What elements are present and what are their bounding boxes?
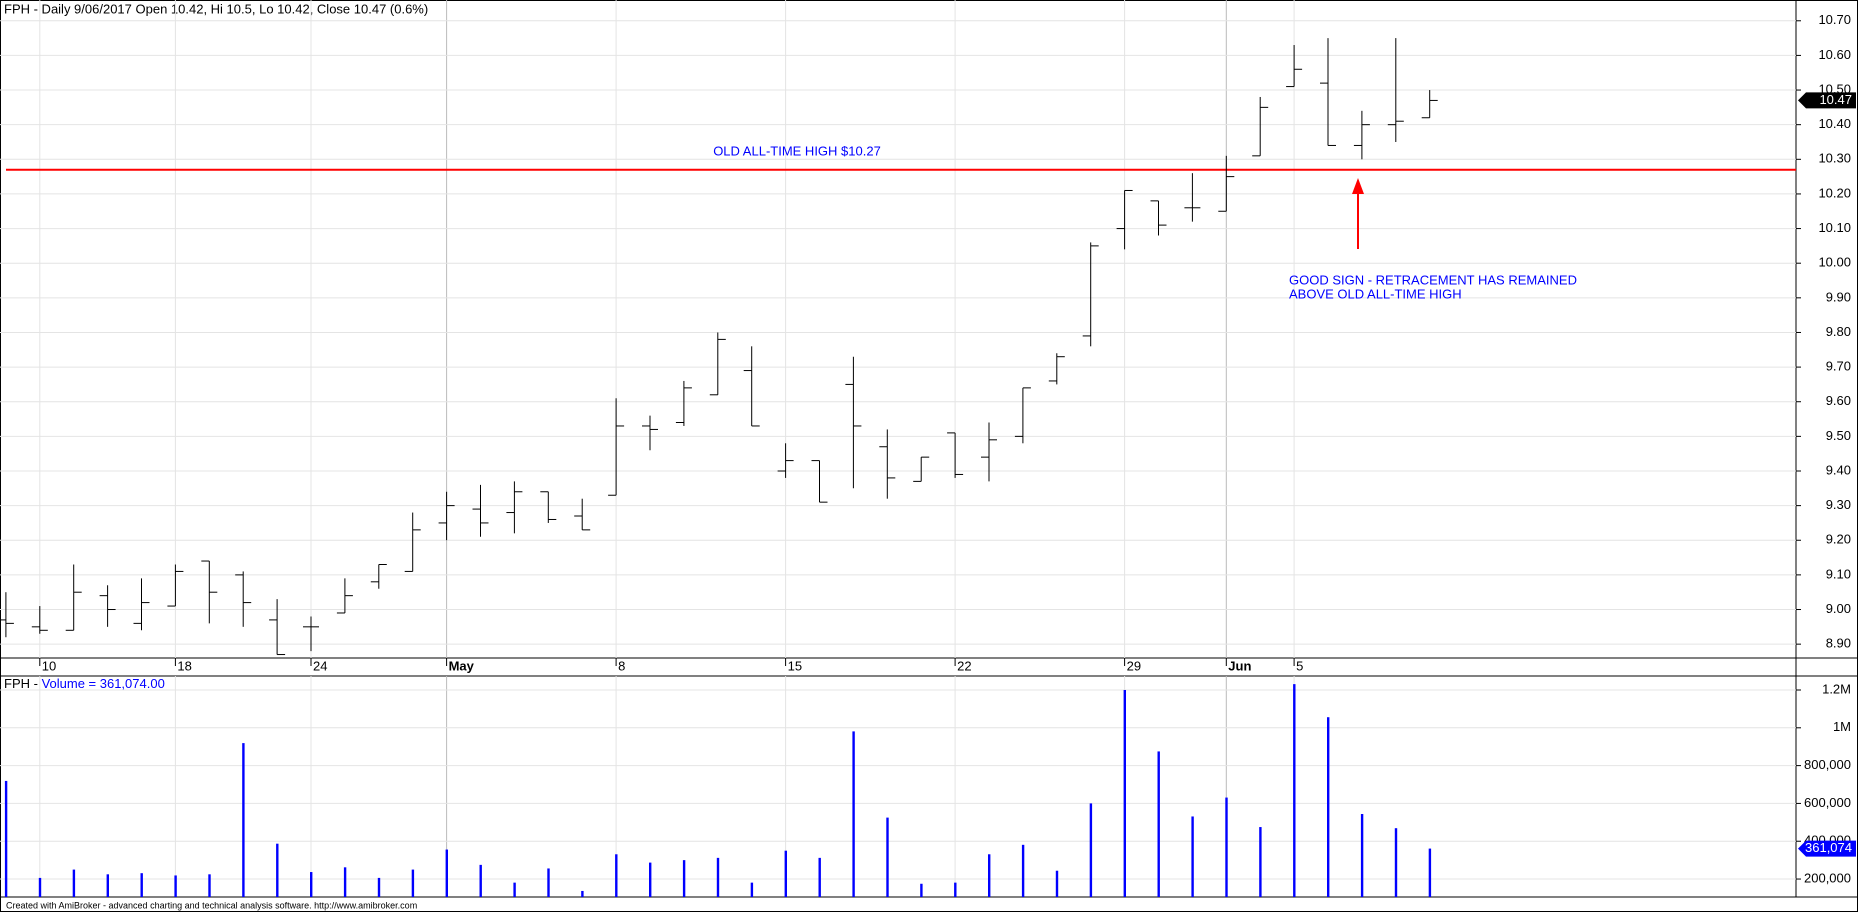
annotation-arrowhead (1352, 178, 1364, 194)
y-tick-label: 9.40 (1826, 462, 1851, 477)
y-tick-label: 10.40 (1818, 116, 1851, 131)
y-tick-label: 9.20 (1826, 532, 1851, 547)
y-tick-label: 9.90 (1826, 289, 1851, 304)
volume-bar (1055, 870, 1059, 897)
x-tick-label: 15 (788, 658, 802, 673)
volume-bar (750, 882, 754, 897)
y-tick-label: 800,000 (1804, 757, 1851, 772)
x-tick-label: Jun (1228, 658, 1251, 673)
footer: Created with AmiBroker - advanced charti… (6, 900, 417, 910)
y-tick-label: 10.30 (1818, 151, 1851, 166)
y-tick-label: 9.30 (1826, 497, 1851, 512)
volume-bar (72, 869, 76, 897)
x-tick-label: 24 (313, 658, 327, 673)
volume-bar (1157, 751, 1160, 897)
volume-bar (106, 874, 109, 897)
y-tick-label: 9.00 (1826, 601, 1851, 616)
price-title: FPH - Daily 9/06/2017 Open 10.42, Hi 10.… (4, 1, 428, 16)
y-tick-label: 9.80 (1826, 324, 1851, 339)
volume-bar (615, 854, 618, 897)
y-tick-label: 10.60 (1818, 47, 1851, 62)
volume-bar (1394, 828, 1398, 897)
volume-bar (242, 743, 245, 897)
volume-bar (547, 868, 550, 897)
volume-bar (1191, 816, 1194, 897)
volume-bar (174, 875, 177, 897)
y-tick-label: 8.90 (1826, 636, 1851, 651)
volume-bar (1089, 803, 1093, 897)
x-tick-label: 29 (1127, 658, 1141, 673)
volume-bar (852, 731, 855, 897)
volume-bar (682, 860, 686, 897)
volume-bar (1360, 814, 1364, 897)
volume-bar (784, 850, 787, 897)
volume-bar (276, 843, 279, 897)
y-tick-label: 10.10 (1818, 220, 1851, 235)
last-value-label: 361,074 (1805, 840, 1852, 855)
y-tick-label: 1M (1833, 719, 1851, 734)
annotation: OLD ALL-TIME HIGH $10.27 (713, 143, 881, 158)
y-tick-label: 9.10 (1826, 566, 1851, 581)
volume-bar (886, 817, 889, 897)
last-value-tag (1798, 840, 1856, 857)
volume-bar (377, 877, 381, 897)
volume-title-value: Volume = 361,074.00 (42, 676, 165, 691)
y-tick-label: 9.60 (1826, 393, 1851, 408)
volume-bar (1428, 848, 1432, 897)
volume-bar (954, 882, 957, 897)
y-tick-label: 9.50 (1826, 428, 1851, 443)
x-tick-label: 10 (42, 658, 56, 673)
volume-title-prefix: FPH - (4, 676, 42, 691)
x-tick-label: 5 (1296, 658, 1303, 673)
volume-bar (513, 882, 516, 897)
x-tick-label: 18 (177, 658, 191, 673)
volume-bar (479, 864, 482, 897)
y-tick-label: 10.20 (1818, 185, 1851, 200)
y-tick-label: 600,000 (1804, 795, 1851, 810)
volume-bar (1327, 717, 1330, 897)
volume-bar (581, 890, 584, 897)
volume-bar (988, 854, 991, 897)
volume-bar (310, 872, 313, 897)
volume-bar (38, 877, 42, 897)
y-tick-label: 9.70 (1826, 359, 1851, 374)
y-tick-label: 10.00 (1818, 255, 1851, 270)
volume-bar (920, 883, 923, 897)
x-tick-label: 8 (618, 658, 625, 673)
volume-title: FPH - Volume = 361,074.00 (4, 676, 165, 691)
volume-bar (1225, 797, 1228, 897)
volume-bar (343, 867, 347, 897)
volume-bar (818, 857, 821, 897)
volume-bar (649, 862, 652, 897)
volume-bar (411, 869, 415, 897)
volume-bar (1259, 827, 1262, 897)
y-tick-label: 1.2M (1822, 681, 1851, 696)
last-value-tag (1798, 92, 1856, 109)
volume-bar (208, 874, 211, 897)
volume-bar (445, 849, 448, 897)
last-value-label: 10.47 (1819, 92, 1852, 107)
volume-bar (1021, 844, 1025, 897)
volume-bar (1123, 689, 1126, 897)
volume-bar (4, 780, 8, 897)
y-tick-label: 10.70 (1818, 12, 1851, 27)
x-tick-label: May (449, 658, 475, 673)
y-tick-label: 200,000 (1804, 870, 1851, 885)
volume-bar (716, 857, 720, 897)
x-tick-label: 22 (957, 658, 971, 673)
volume-bar (1293, 684, 1296, 897)
annotation: ABOVE OLD ALL-TIME HIGH (1289, 286, 1462, 301)
annotation: GOOD SIGN - RETRACEMENT HAS REMAINED (1289, 272, 1577, 287)
volume-bar (140, 873, 143, 897)
